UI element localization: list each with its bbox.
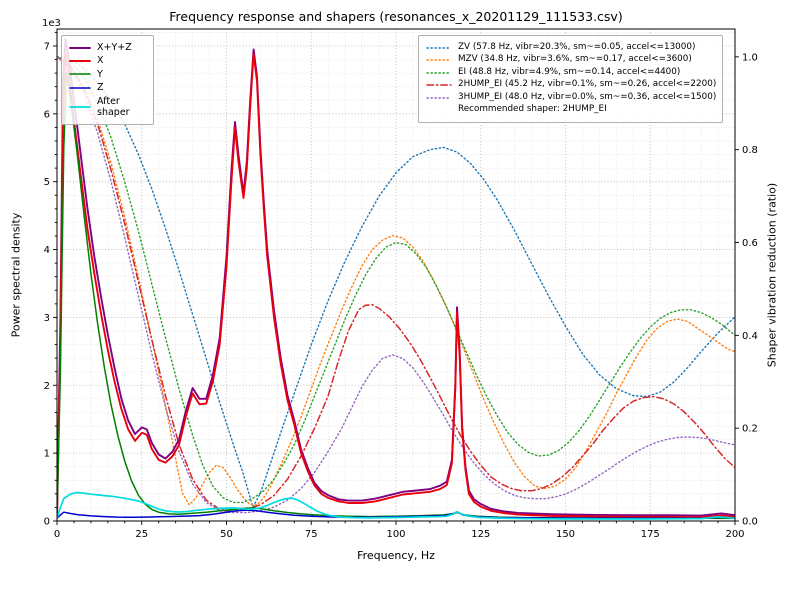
legend-item-label: X bbox=[97, 55, 104, 67]
y-right-tick-label: 0.4 bbox=[742, 331, 758, 342]
y-right-tick-label: 0.8 bbox=[742, 145, 758, 156]
legend-left: X+Y+Z X Y Z After shaper bbox=[61, 35, 154, 126]
legend-item: After shaper bbox=[68, 96, 147, 119]
legend-item-label: After shaper bbox=[97, 95, 130, 118]
legend-item: ZV (57.8 Hz, vibr=20.3%, sm~=0.05, accel… bbox=[425, 41, 716, 53]
x-tick-label: 200 bbox=[725, 529, 744, 540]
x-tick-label: 150 bbox=[556, 529, 575, 540]
legend-swatch bbox=[425, 105, 453, 115]
axis-offset-text: 1e3 bbox=[42, 18, 61, 29]
legend-swatch bbox=[69, 46, 91, 49]
x-tick-label: 125 bbox=[471, 529, 490, 540]
x-tick-label: 75 bbox=[305, 529, 318, 540]
legend-right: ZV (57.8 Hz, vibr=20.3%, sm~=0.05, accel… bbox=[418, 35, 724, 123]
y-right-tick-label: 0.0 bbox=[742, 517, 758, 528]
legend-item-label: MZV (34.8 Hz, vibr=3.6%, sm~=0.17, accel… bbox=[458, 54, 692, 65]
legend-swatch bbox=[69, 60, 91, 63]
legend-swatch bbox=[426, 84, 452, 86]
legend-swatch bbox=[426, 46, 452, 49]
legend-swatch bbox=[426, 96, 452, 99]
x-tick-label: 100 bbox=[386, 529, 405, 540]
y-left-tick-label: 5 bbox=[44, 177, 50, 188]
chart-title: Frequency response and shapers (resonanc… bbox=[169, 9, 623, 24]
legend-item: Z bbox=[68, 82, 147, 93]
x-tick-label: 175 bbox=[641, 529, 660, 540]
legend-item-label: Recommended shaper: 2HUMP_EI bbox=[458, 104, 607, 115]
y-left-tick-label: 6 bbox=[44, 109, 50, 120]
y-axis-label-left: Power spectral density bbox=[9, 212, 23, 338]
x-tick-label: 25 bbox=[135, 529, 148, 540]
legend-item: 2HUMP_EI (45.2 Hz, vibr=0.1%, sm~=0.26, … bbox=[425, 79, 717, 90]
legend-item: Recommended shaper: 2HUMP_EI bbox=[425, 104, 716, 115]
legend-item-label: 3HUMP_EI (48.0 Hz, vibr=0.0%, sm~=0.36, … bbox=[458, 91, 717, 102]
y-left-tick-label: 2 bbox=[44, 381, 50, 392]
x-tick-label: 0 bbox=[54, 529, 60, 540]
y-left-tick-label: 4 bbox=[44, 245, 50, 256]
legend-item-label: X+Y+Z bbox=[97, 42, 132, 53]
legend-swatch bbox=[69, 106, 91, 108]
x-tick-label: 50 bbox=[220, 529, 233, 540]
legend-item: X bbox=[68, 55, 147, 66]
series-X bbox=[57, 51, 735, 519]
series-ZV bbox=[57, 56, 735, 508]
legend-swatch bbox=[69, 73, 91, 76]
series-EI bbox=[57, 56, 735, 504]
legend-swatch bbox=[69, 87, 91, 89]
y-left-tick-label: 3 bbox=[44, 313, 50, 324]
legend-item: X+Y+Z bbox=[68, 42, 147, 53]
legend-item: MZV (34.8 Hz, vibr=3.6%, sm~=0.17, accel… bbox=[425, 54, 716, 65]
legend-item-label: 2HUMP_EI (45.2 Hz, vibr=0.1%, sm~=0.26, … bbox=[458, 79, 717, 90]
y-right-tick-label: 0.2 bbox=[742, 424, 758, 435]
legend-item-label: Z bbox=[97, 82, 104, 94]
series-2HUMP_EI bbox=[57, 56, 735, 513]
legend-swatch bbox=[426, 59, 452, 61]
y-left-tick-label: 7 bbox=[44, 41, 50, 52]
y-right-tick-label: 0.6 bbox=[742, 238, 758, 249]
y-left-tick-label: 0 bbox=[44, 517, 50, 528]
y-left-tick-label: 1 bbox=[44, 449, 50, 460]
legend-item: Y bbox=[68, 69, 147, 80]
y-right-tick-label: 1.0 bbox=[742, 52, 758, 63]
legend-item-label: EI (48.8 Hz, vibr=4.9%, sm~=0.14, accel<… bbox=[458, 66, 681, 77]
y-axis-label-right: Shaper vibration reduction (ratio) bbox=[765, 182, 779, 368]
legend-swatch bbox=[426, 71, 452, 74]
series-After shaper bbox=[57, 491, 735, 520]
series-3HUMP_EI bbox=[57, 56, 735, 514]
legend-item-label: Y bbox=[97, 68, 103, 80]
legend-item: 3HUMP_EI (48.0 Hz, vibr=0.0%, sm~=0.36, … bbox=[425, 91, 717, 103]
x-axis-label: Frequency, Hz bbox=[357, 549, 435, 562]
legend-item-label: ZV (57.8 Hz, vibr=20.3%, sm~=0.05, accel… bbox=[458, 41, 696, 52]
legend-item: EI (48.8 Hz, vibr=4.9%, sm~=0.14, accel<… bbox=[425, 66, 716, 78]
series-MZV bbox=[57, 56, 735, 506]
